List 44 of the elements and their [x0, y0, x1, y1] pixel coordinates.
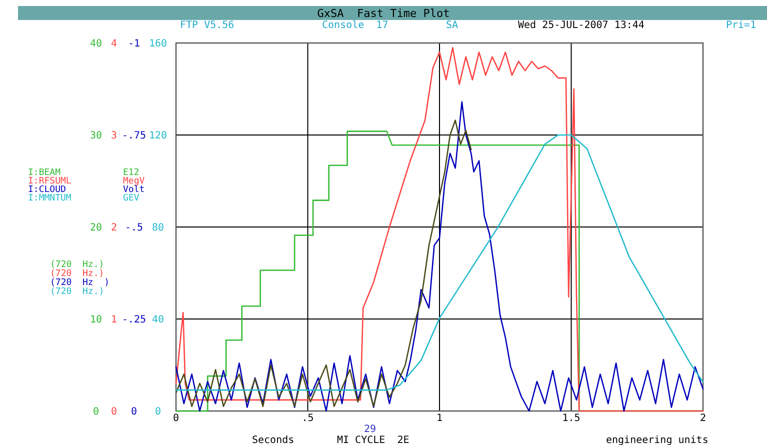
text: Volt: [123, 185, 145, 195]
y-tick-label: 160: [148, 38, 168, 50]
text: MI_CYCLE 2E: [337, 435, 410, 445]
text: (720 Hz.): [50, 287, 104, 297]
text: I:MMNTUM: [28, 194, 72, 204]
text: MegV: [123, 176, 146, 186]
chart-title: GxSA Fast Time Plot: [317, 7, 450, 20]
y2-tick-label: 4: [110, 38, 118, 50]
y3-tick-label: -.25: [122, 314, 146, 326]
text: I:CLOUD: [28, 185, 66, 195]
y2-tick-label: 3: [110, 130, 118, 142]
line-series: [175, 120, 472, 408]
x-axis-title: Seconds: [252, 435, 294, 445]
text: Wed 25-JUL-2007 13:44: [518, 20, 644, 31]
text: FTP V5.56: [180, 20, 234, 31]
y3-tick-label: -1: [128, 38, 140, 50]
y-tick-label: 120: [148, 130, 168, 142]
text: Console 17: [322, 20, 388, 31]
y-tick-label: 40: [90, 38, 102, 50]
x-tick-label: .5: [302, 413, 314, 424]
y-tick-label: 40: [152, 314, 164, 326]
y2-tick-label: 2: [110, 222, 118, 234]
text: engineering units: [606, 435, 708, 445]
x-tick-label: 0: [172, 413, 180, 424]
text: I:BEAM: [28, 168, 62, 178]
text: (720 Hz ): [50, 278, 110, 288]
y-tick-label: 10: [90, 314, 102, 326]
x-tick-label: 1: [436, 413, 443, 424]
x-tick-label: 2: [700, 413, 706, 424]
y3-tick-label: -.5: [124, 222, 144, 234]
text: SA: [446, 20, 458, 31]
text: Pri=1: [726, 20, 756, 31]
y-tick-label: 20: [90, 222, 102, 234]
text: (720 Hz.): [50, 269, 104, 279]
text: 29: [364, 424, 376, 435]
x-tick-label: 1.5: [562, 413, 580, 424]
y2-tick-label: 1: [110, 314, 118, 326]
y-tick-label: 80: [152, 222, 164, 234]
text: E12: [123, 168, 140, 178]
text: (720 Hz.): [50, 260, 104, 270]
text: GEV: [123, 194, 140, 204]
text: I:RFSUML: [28, 176, 72, 186]
y3-tick-label: -.75: [122, 130, 146, 142]
y-tick-label: 30: [90, 130, 102, 142]
